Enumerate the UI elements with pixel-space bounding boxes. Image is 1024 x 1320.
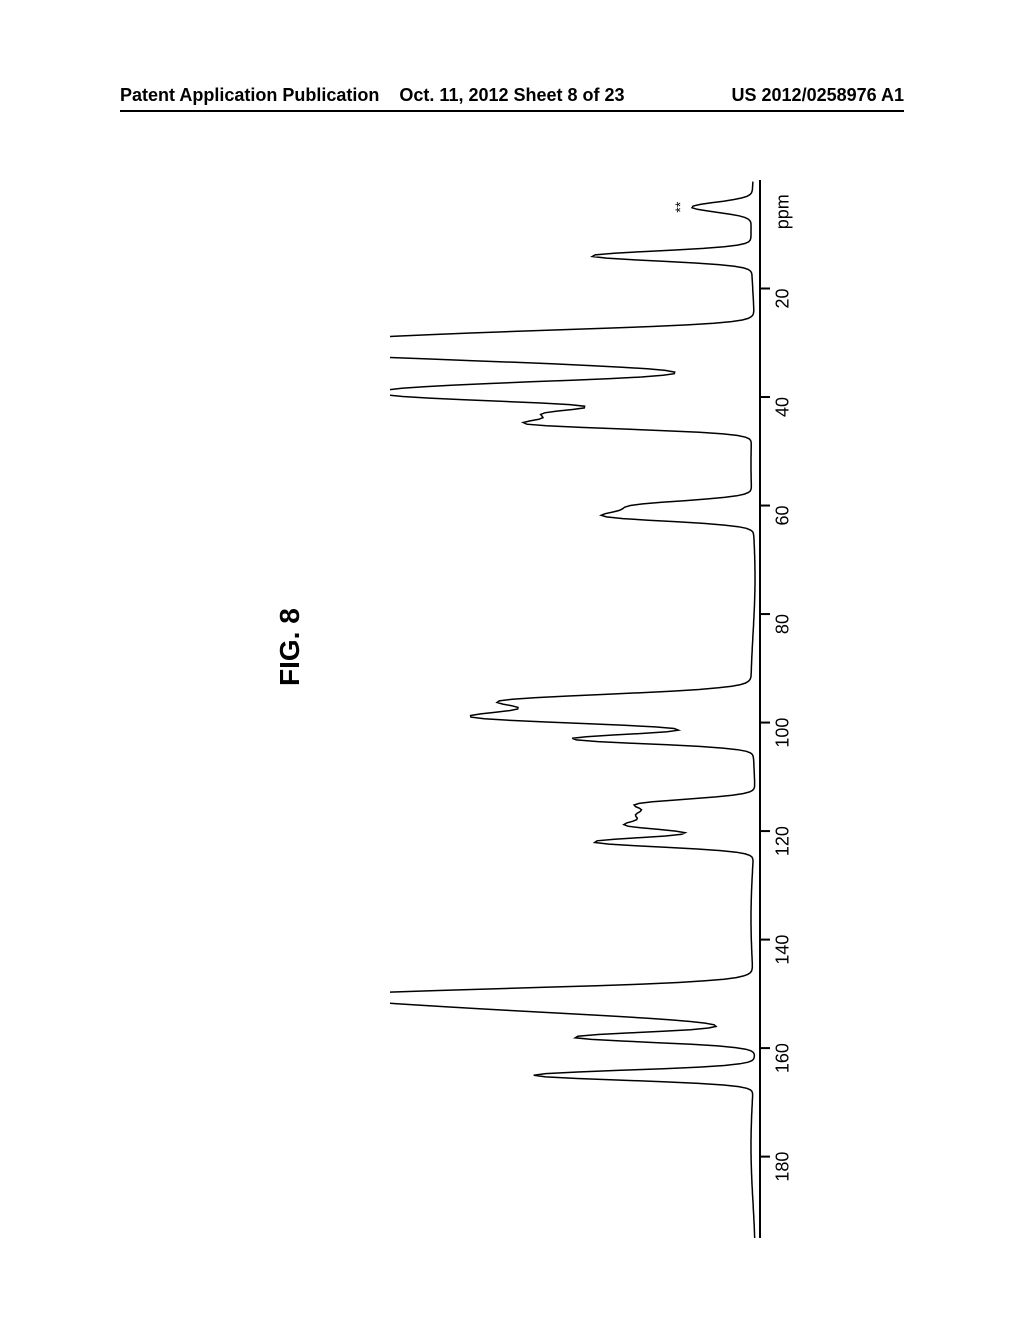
svg-text:120: 120 [773,826,793,856]
spectrum-svg: 180 160 140 120 100 80 60 40 20 ppm ** [390,165,795,1253]
figure-label: FIG. 8 [274,608,306,686]
svg-text:140: 140 [773,935,793,965]
header-publication: Patent Application Publication [120,85,381,106]
header-divider [120,110,904,112]
header-date-sheet: Oct. 11, 2012 Sheet 8 of 23 [381,85,642,106]
header-patent-number: US 2012/0258976 A1 [643,85,904,106]
svg-text:40: 40 [773,397,793,417]
svg-text:ppm: ppm [773,194,793,229]
svg-text:20: 20 [773,288,793,308]
svg-text:**: ** [672,201,688,212]
nmr-spectrum-chart: 180 160 140 120 100 80 60 40 20 ppm ** [390,165,795,1253]
svg-text:80: 80 [773,614,793,634]
svg-text:100: 100 [773,718,793,748]
svg-text:180: 180 [773,1152,793,1182]
svg-text:60: 60 [773,506,793,526]
page-header: Patent Application Publication Oct. 11, … [0,85,1024,106]
svg-text:160: 160 [773,1043,793,1073]
